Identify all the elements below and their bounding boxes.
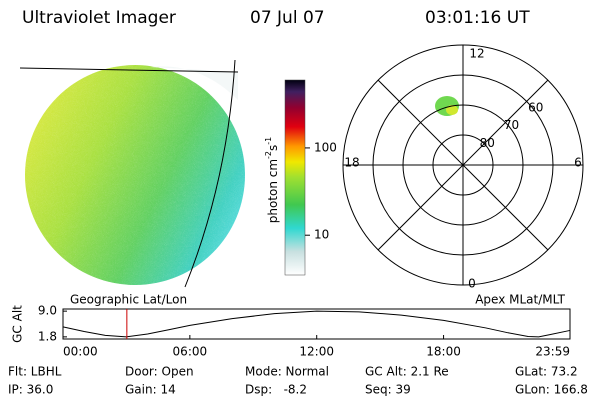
x-tick-label: 18:00 <box>426 345 461 359</box>
color-bar-tick-label: 100 <box>314 140 337 154</box>
info-field: GLat: 73.2 <box>515 365 578 379</box>
info-field: GC Alt: 2.1 Re <box>365 365 449 379</box>
color-bar <box>284 79 306 276</box>
x-tick-label: 12:00 <box>299 345 334 359</box>
apex-caption: Apex MLat/MLT <box>475 293 565 307</box>
info-field: Flt: LBHL <box>8 365 62 379</box>
title: Ultraviolet Imager <box>22 8 176 28</box>
latitude-ring <box>372 74 554 256</box>
info-field: Door: Open <box>125 365 194 379</box>
info-field: Seq: 39 <box>365 383 411 397</box>
altitude-curve <box>62 310 571 338</box>
altitude-label: GC Alt <box>11 305 25 343</box>
date: 07 Jul 07 <box>250 8 325 28</box>
latitude-ring <box>402 104 524 226</box>
x-tick-label: 23:59 <box>535 345 570 359</box>
color-bar-label: photon cm-2s-1 <box>264 137 280 224</box>
geographic-caption: Geographic Lat/Lon <box>70 293 187 307</box>
info-field: Dsp: -8.2 <box>245 383 307 397</box>
info-field: Mode: Normal <box>245 365 329 379</box>
polar-plot <box>342 44 584 286</box>
latitude-label: 60 <box>528 101 543 115</box>
earth-image <box>19 59 245 288</box>
info-field: GLon: 166.8 <box>515 383 588 397</box>
latitude-label: 80 <box>480 136 495 150</box>
time: 03:01:16 UT <box>425 8 530 28</box>
mlt-label: 12 <box>469 47 484 61</box>
mlt-label: 0 <box>468 277 476 291</box>
latitude-label: 70 <box>504 118 519 132</box>
color-bar-tick-label: 10 <box>314 228 329 242</box>
latitude-ring <box>432 134 494 196</box>
y-tick-label: 1.8 <box>38 329 57 343</box>
info-field: Gain: 14 <box>125 383 176 397</box>
mlt-label: 6 <box>574 156 582 170</box>
x-tick-label: 06:00 <box>173 345 208 359</box>
x-tick-label: 00:00 <box>63 345 98 359</box>
info-field: IP: 36.0 <box>8 383 53 397</box>
y-tick-label: 9.0 <box>38 304 57 318</box>
altitude-frame <box>62 308 571 340</box>
mlt-label: 18 <box>344 156 359 170</box>
